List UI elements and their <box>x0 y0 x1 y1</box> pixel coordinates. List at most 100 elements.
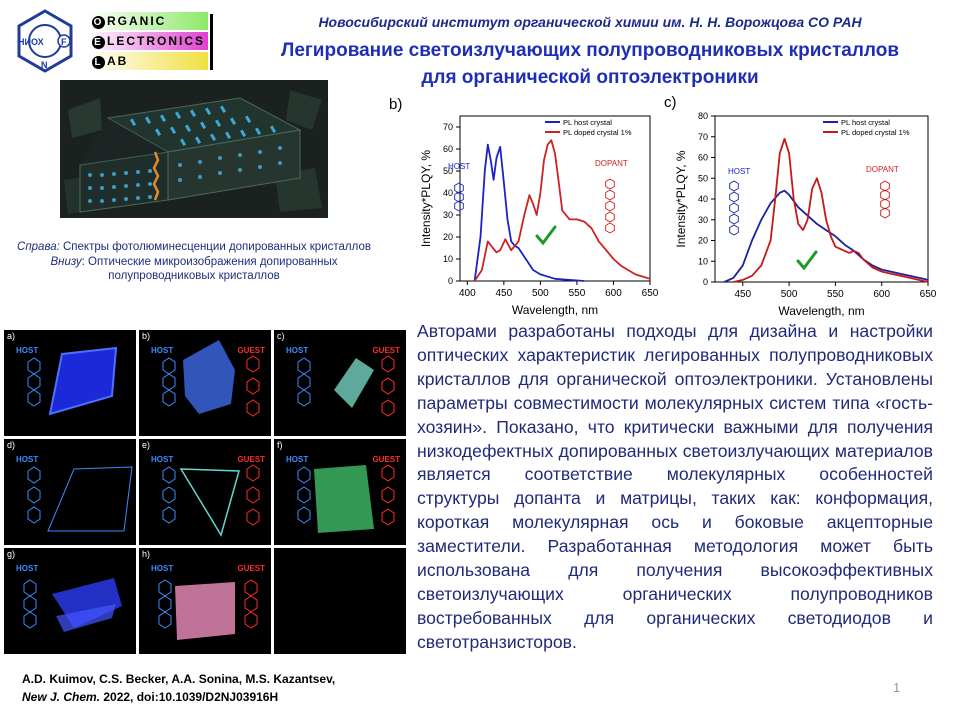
x-tick-label: 650 <box>642 288 659 299</box>
chart-c-svg: 450 500 550 600 650 0 10 20 30 40 50 60 70 80 Waveleng… <box>674 111 937 318</box>
olab-row-electronics: E LECTRONICS <box>88 32 208 50</box>
svg-text:F: F <box>61 37 67 47</box>
olab-row-lab: L AB <box>88 52 208 70</box>
olab-row-organic: O RGANIC <box>88 12 208 30</box>
pl-spectrum-chart-c: c) 450 500 550 600 650 0 10 20 30 40 50 60 70 80 Wavel… <box>660 94 950 326</box>
dopant-annotation: DOPANT <box>866 165 899 174</box>
check-icon <box>796 250 818 271</box>
micro-cell-g: g) HOST <box>4 548 136 654</box>
molecule-ring <box>880 198 890 210</box>
slide-title-line1: Легирование светоизлучающих полупроводни… <box>280 40 900 61</box>
citation: A.D. Kuimov, C.S. Becker, A.A. Sonina, M… <box>22 670 402 706</box>
molecule-ring <box>605 222 615 234</box>
plot-frame <box>459 115 651 282</box>
organic-electronics-lab-logo: O RGANIC E LECTRONICS L AB <box>88 12 216 74</box>
pl-spectrum-chart-b: b) 400 450 500 550 600 650 0 10 20 30 40 50 60 70 Wave… <box>385 96 660 326</box>
citation-authors: A.D. Kuimov, C.S. Becker, A.A. Sonina, M… <box>22 672 336 686</box>
y-tick-label: 30 <box>698 215 708 225</box>
y-tick-label: 40 <box>443 188 453 198</box>
molecule-ring <box>729 202 739 214</box>
x-tick-label: 600 <box>873 289 890 300</box>
y-tick-label: 70 <box>698 132 708 142</box>
institute-name: Новосибирский институт органической хими… <box>318 14 862 30</box>
series-line-0 <box>723 189 929 283</box>
molecule-ring <box>454 182 464 194</box>
chart-b-svg: 400 450 500 550 600 650 0 10 20 30 40 50 60 70 Wavelen… <box>419 115 659 317</box>
host-annotation: HOST <box>728 167 750 176</box>
x-tick-label: 550 <box>569 288 586 299</box>
citation-source: New J. Chem. 2022, doi:10.1039/D2NJ03916… <box>22 690 279 704</box>
microscopy-grid: a) HOST b) HOST GUEST c) HOST GUEST d) H… <box>4 330 408 656</box>
micro-cell-e: e) HOST GUEST <box>139 439 271 545</box>
x-tick-label: 400 <box>459 288 476 299</box>
molecule-ring <box>729 191 739 203</box>
molecule-ring <box>880 207 890 219</box>
y-axis-label: Intensity*PLQY, % <box>674 150 688 247</box>
check-icon <box>535 225 557 246</box>
y-tick-label: 10 <box>698 256 708 266</box>
x-tick-label: 500 <box>532 288 549 299</box>
logo-bracket <box>210 14 213 70</box>
y-axis-label: Intensity*PLQY, % <box>419 150 433 247</box>
x-tick-label: 550 <box>827 289 844 300</box>
legend-label-1: PL doped crystal 1% <box>841 128 910 137</box>
molecule-ring <box>605 200 615 212</box>
y-tick-label: 0 <box>448 276 453 286</box>
dopant-annotation: DOPANT <box>595 159 628 168</box>
x-tick-label: 450 <box>734 289 751 300</box>
y-tick-label: 50 <box>443 166 453 176</box>
x-tick-label: 650 <box>920 289 937 300</box>
x-tick-label: 500 <box>781 289 798 300</box>
y-tick-label: 80 <box>698 111 708 121</box>
y-tick-label: 40 <box>698 194 708 204</box>
series-line-1 <box>473 139 651 282</box>
molecule-ring <box>729 180 739 192</box>
svg-text:N: N <box>41 60 48 70</box>
series-line-1 <box>733 137 929 283</box>
host-annotation: HOST <box>448 162 470 171</box>
plot-frame <box>714 115 929 283</box>
micro-cell-f: f) HOST GUEST <box>274 439 406 545</box>
x-axis-label: Wavelength, nm <box>778 304 864 318</box>
crystal-structure-image <box>60 80 328 218</box>
molecule-ring <box>729 224 739 236</box>
page-number: 1 <box>893 680 901 695</box>
molecule-ring <box>454 191 464 203</box>
molecule-ring <box>729 213 739 225</box>
legend-label-0: PL host crystal <box>563 118 612 127</box>
body-paragraph: Авторами разработаны подходы для дизайна… <box>417 321 933 652</box>
micro-cell-d: d) HOST <box>4 439 136 545</box>
y-tick-label: 30 <box>443 210 453 220</box>
legend-label-1: PL doped crystal 1% <box>563 128 632 137</box>
y-tick-label: 20 <box>443 232 453 242</box>
molecule-ring <box>605 211 615 223</box>
y-tick-label: 10 <box>443 254 453 264</box>
micro-cell-b: b) HOST GUEST <box>139 330 271 436</box>
molecule-ring <box>880 180 890 192</box>
x-tick-label: 600 <box>605 288 622 299</box>
nioch-logo-text: НИОХ <box>18 37 44 47</box>
legend-label-0: PL host crystal <box>841 118 890 127</box>
molecule-ring <box>454 200 464 212</box>
micro-cell-a: a) HOST <box>4 330 136 436</box>
chart-c-panel-label: c) <box>664 94 677 111</box>
y-tick-label: 0 <box>703 277 708 287</box>
molecule-ring <box>880 189 890 201</box>
micro-cell-h: h) HOST GUEST <box>139 548 271 654</box>
nioch-logo: НИОХ F N <box>12 8 78 74</box>
micro-cell-empty <box>274 548 406 654</box>
chart-b-panel-label: b) <box>389 96 403 113</box>
nioch-logo-graphic: НИОХ F N <box>17 9 73 73</box>
figure-caption: Справа: Спектры фотолюминесценции допиро… <box>14 240 374 284</box>
y-tick-label: 50 <box>698 173 708 183</box>
y-tick-label: 70 <box>443 122 453 132</box>
molecule-ring <box>605 178 615 190</box>
y-tick-label: 20 <box>698 236 708 246</box>
x-tick-label: 450 <box>496 288 513 299</box>
micro-cell-c: c) HOST GUEST <box>274 330 406 436</box>
slide-title-line2: для органической оптоэлектроники <box>421 67 759 88</box>
molecule-ring <box>605 189 615 201</box>
caption-bottom: Внизу: Оптические микроизображения допир… <box>50 255 338 283</box>
y-tick-label: 60 <box>443 144 453 154</box>
caption-right: Справа: Спектры фотолюминесценции допиро… <box>17 241 371 253</box>
